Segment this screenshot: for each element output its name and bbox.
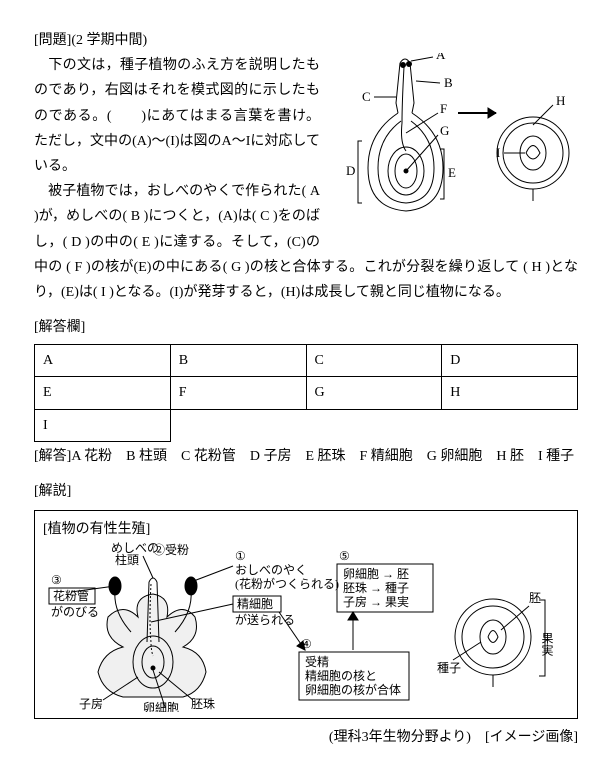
cell-i: I xyxy=(35,409,171,441)
answers-line: [解答]A 花粉 B 柱頭 C 花粉管 D 子房 E 胚珠 F 精細胞 G 卵細… xyxy=(34,444,578,469)
svg-text:精細胞の核と: 精細胞の核と xyxy=(305,669,377,683)
svg-text:胚: 胚 xyxy=(529,591,541,605)
explain-title: [植物の有性生殖] xyxy=(43,517,569,542)
svg-text:卵細胞: 卵細胞 xyxy=(143,701,179,712)
svg-text:果実: 果実 xyxy=(540,632,554,657)
label-i: I xyxy=(496,145,500,160)
svg-text:子房: 子房 xyxy=(79,696,103,711)
svg-text:花粉管: 花粉管 xyxy=(53,588,89,603)
label-c: C xyxy=(362,89,371,104)
svg-text:子房 → 果実: 子房 → 果実 xyxy=(343,594,409,609)
label-g: G xyxy=(440,123,449,138)
answer-table: A B C D E F G H I xyxy=(34,344,578,442)
label-b: B xyxy=(444,75,453,90)
svg-text:⑤: ⑤ xyxy=(339,549,350,563)
svg-text:卵細胞 → 胚: 卵細胞 → 胚 xyxy=(343,567,409,581)
explain-box: [植物の有性生殖] xyxy=(34,510,578,719)
cell-d: D xyxy=(442,345,578,377)
svg-text:③: ③ xyxy=(51,573,62,587)
label-e: E xyxy=(448,165,456,180)
cell-h: H xyxy=(442,377,578,409)
svg-text:(花粉がつくられる): (花粉がつくられる) xyxy=(235,576,339,591)
label-a: A xyxy=(436,53,446,62)
answer-sheet-header: [解答欄] xyxy=(34,315,578,340)
cell-g: G xyxy=(306,377,442,409)
svg-text:胚珠 → 種子: 胚珠 → 種子 xyxy=(343,581,409,595)
label-f: F xyxy=(440,101,447,116)
explain-diagram: めしべの 柱頭 ②受粉 ① おしべのやく (花粉がつくられる) ③ 花粉管 がの… xyxy=(43,542,563,712)
cell-f: F xyxy=(170,377,306,409)
svg-text:受精: 受精 xyxy=(305,655,329,669)
svg-text:種子: 種子 xyxy=(437,661,461,675)
label-h: H xyxy=(556,93,565,108)
svg-text:おしべのやく: おしべのやく xyxy=(235,563,307,577)
svg-text:④: ④ xyxy=(301,637,312,651)
svg-text:②受粉: ②受粉 xyxy=(153,543,189,557)
label-d: D xyxy=(346,163,355,178)
question-header: [問題](2 学期中間) xyxy=(34,28,578,53)
svg-text:がのびる: がのびる xyxy=(51,604,99,619)
svg-text:が送られる: が送られる xyxy=(235,612,295,627)
caption: (理科3年生物分野より) [イメージ画像] xyxy=(34,725,578,750)
svg-text:精細胞: 精細胞 xyxy=(237,597,273,611)
svg-text:胚珠: 胚珠 xyxy=(191,697,215,711)
svg-text:①: ① xyxy=(235,549,246,563)
explain-header: [解説] xyxy=(34,479,578,504)
cell-e: E xyxy=(35,377,171,409)
svg-text:柱頭: 柱頭 xyxy=(115,552,139,567)
cell-c: C xyxy=(306,345,442,377)
cell-b: B xyxy=(170,345,306,377)
top-diagram: A B C D E F G H I xyxy=(328,53,578,233)
svg-text:卵細胞の核が合体: 卵細胞の核が合体 xyxy=(305,682,401,697)
cell-a: A xyxy=(35,345,171,377)
